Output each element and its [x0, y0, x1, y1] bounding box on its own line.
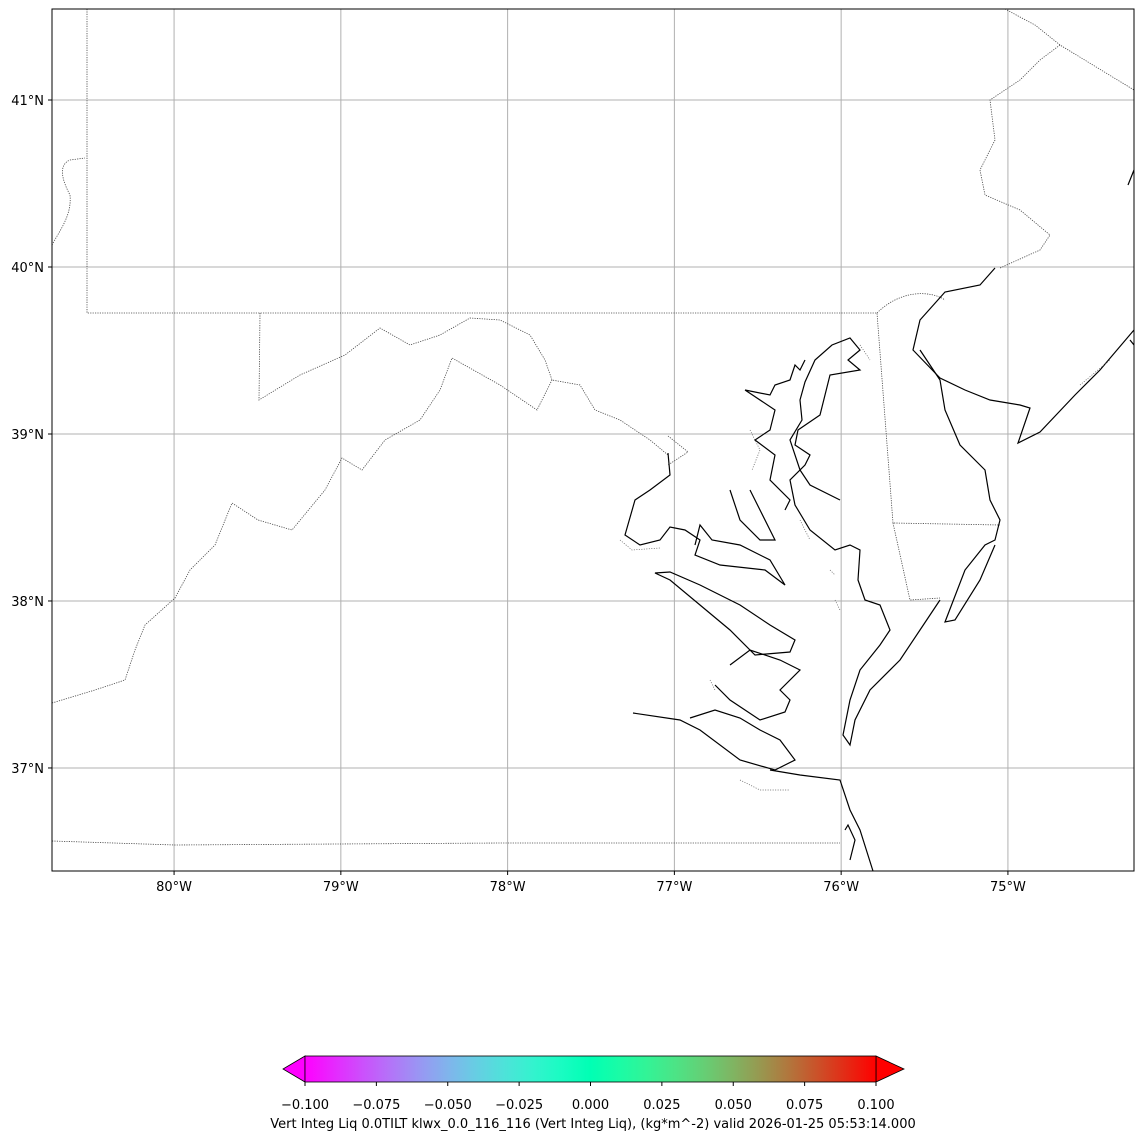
state-border [1004, 9, 1134, 91]
coastline [632, 709, 796, 771]
y-tick-label: 37°N [11, 762, 44, 777]
map-frame [51, 8, 1135, 872]
x-tick-label: 80°W [156, 880, 192, 895]
colorbar-body [304, 1055, 877, 1083]
y-tick-label: 39°N [11, 428, 44, 443]
state-border [52, 357, 553, 704]
state-border [52, 157, 86, 246]
colorbar-tick-label: −0.100 [281, 1098, 329, 1113]
colorbar-extend-low [282, 1055, 306, 1083]
map-features [52, 9, 1134, 871]
x-tick-label: 78°W [490, 880, 526, 895]
state-border [258, 312, 669, 456]
coastline [769, 769, 874, 871]
y-tick-label: 40°N [11, 261, 44, 276]
coastline [789, 337, 941, 747]
coastline [729, 359, 806, 541]
x-tick-label: 75°W [990, 880, 1026, 895]
colorbar-extend-high [875, 1055, 905, 1083]
x-tick-label: 77°W [656, 880, 692, 895]
colorbar-tick-label: 0.100 [857, 1098, 894, 1113]
grid [52, 9, 1134, 871]
y-tick-label: 38°N [11, 595, 44, 610]
state-border [86, 9, 1001, 526]
colorbar-label: Vert Integ Liq 0.0TILT klwx_0.0_116_116 … [270, 1117, 916, 1132]
coastline [654, 571, 796, 656]
colorbar-tick-label: 0.000 [572, 1098, 609, 1113]
state-border [52, 840, 840, 846]
axis-ticks: 80°W 79°W 78°W 77°W 76°W 75°W 37°N 38°N 39°N 40°N… [11, 94, 1026, 895]
y-tick-label: 41°N [11, 94, 44, 109]
colorbar-tick-label: 0.075 [786, 1098, 823, 1113]
state-border [667, 293, 946, 601]
state-border [979, 44, 1061, 269]
colorbar-tick-label: −0.025 [495, 1098, 543, 1113]
coastline [1127, 169, 1134, 346]
coastline [714, 649, 802, 721]
coastline [912, 267, 1134, 445]
colorbar-tick-label: −0.075 [352, 1098, 400, 1113]
colorbar: −0.100 −0.075 −0.050 −0.025 0.000 0.025 0.050 0… [281, 1055, 905, 1113]
colorbar-tick-label: 0.025 [643, 1098, 680, 1113]
x-tick-label: 79°W [323, 880, 359, 895]
coastline [624, 452, 786, 586]
colorbar-tick-label: −0.050 [424, 1098, 472, 1113]
shoreline [619, 344, 1111, 791]
x-tick-label: 76°W [823, 880, 859, 895]
colorbar-tick-label: 0.050 [715, 1098, 752, 1113]
coastline [919, 349, 1001, 623]
